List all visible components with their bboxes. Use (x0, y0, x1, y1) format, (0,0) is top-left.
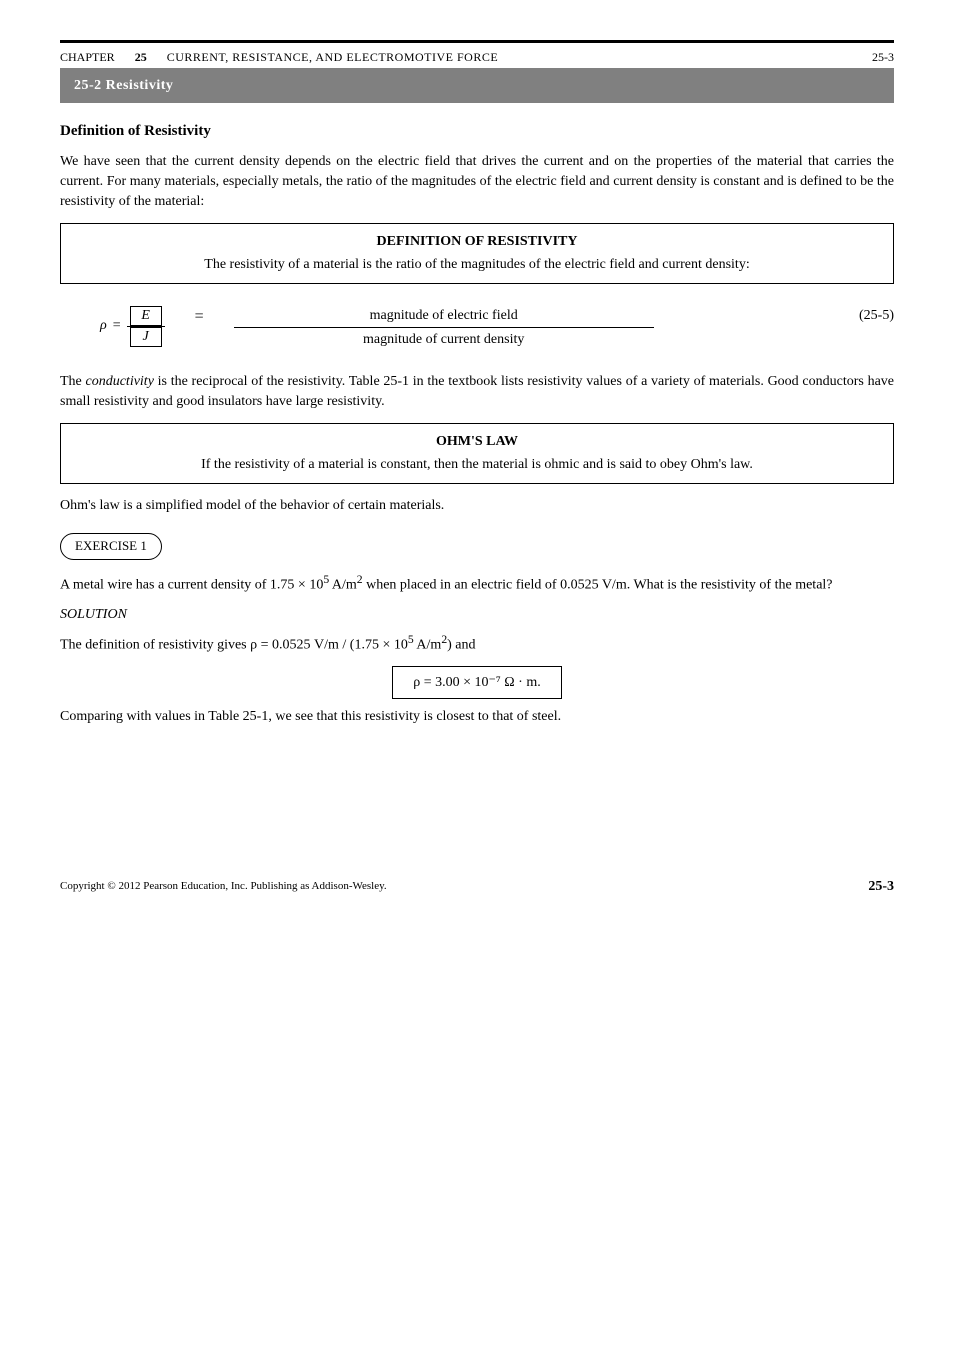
chapter-label: CHAPTER (60, 49, 115, 66)
sl1-b: A/m (414, 638, 442, 653)
numerator-words: magnitude of electric field (234, 306, 654, 329)
definition-body: The resistivity of a material is the rat… (81, 254, 873, 275)
field-E-box: E (130, 306, 162, 326)
field-J-box: J (130, 327, 162, 347)
definition-title: DEFINITION OF RESISTIVITY (81, 232, 873, 252)
chapter-number: 25 (135, 49, 147, 66)
book-part-title: CURRENT, RESISTANCE, AND ELECTROMOTIVE F… (167, 49, 499, 66)
equation-rhs-words: magnitude of electric field magnitude of… (234, 306, 654, 350)
equals-sign-2: = (195, 306, 204, 328)
ex-c: when placed in an electric field of 0.05… (363, 577, 833, 592)
ohms-law-title: OHM'S LAW (81, 432, 873, 452)
paragraph-intro: We have seen that the current density de… (60, 152, 894, 211)
equation-25-5: ρ = E J = magnitude of electric field ma… (60, 306, 894, 350)
boxed-result: ρ = 3.00 × 10⁻⁷ Ω · m. (392, 666, 562, 700)
para2-c: is the reciprocal of the resistivity. Ta… (60, 374, 894, 409)
solution-line-1: The definition of resistivity gives ρ = … (60, 632, 894, 655)
para2-b: conductivity (86, 374, 154, 389)
para2-a: The (60, 374, 86, 389)
footer-page-num: 25-3 (868, 877, 894, 897)
ohms-law-body: If the resistivity of a material is cons… (81, 454, 873, 475)
denominator-words: magnitude of current density (363, 330, 524, 350)
paragraph-conductivity: The conductivity is the reciprocal of th… (60, 372, 894, 411)
rho-symbol: ρ (100, 316, 107, 336)
equation-number: (25-5) (859, 306, 894, 326)
top-rule (60, 40, 894, 43)
sl1-a: The definition of resistivity gives ρ = … (60, 638, 408, 653)
boxed-result-row: ρ = 3.00 × 10⁻⁷ Ω · m. (60, 666, 894, 700)
sl1-c: ) and (447, 638, 475, 653)
copyright-text: Copyright © 2012 Pearson Education, Inc.… (60, 879, 387, 894)
page-footer: Copyright © 2012 Pearson Education, Inc.… (60, 877, 894, 897)
exercise-label: EXERCISE 1 (60, 533, 162, 559)
ex-a: A metal wire has a current density of 1.… (60, 577, 323, 592)
page-header: CHAPTER 25 CURRENT, RESISTANCE, AND ELEC… (60, 49, 894, 66)
equation-lhs: ρ = E J (100, 306, 165, 347)
definition-box-ohms-law: OHM'S LAW If the resistivity of a materi… (60, 423, 894, 484)
equals-sign: = (113, 316, 121, 336)
definition-box-resistivity: DEFINITION OF RESISTIVITY The resistivit… (60, 223, 894, 284)
solution-line-2: Comparing with values in Table 25-1, we … (60, 707, 894, 727)
solution-label: SOLUTION (60, 605, 894, 625)
paragraph-ohms-note: Ohm's law is a simplified model of the b… (60, 496, 894, 516)
section-title-bar: 25-2 Resistivity (60, 68, 894, 104)
exercise-body: A metal wire has a current density of 1.… (60, 572, 894, 595)
header-page-num: 25-3 (872, 49, 894, 66)
ex-b: A/m (329, 577, 357, 592)
subheading-resistivity: Definition of Resistivity (60, 121, 894, 142)
